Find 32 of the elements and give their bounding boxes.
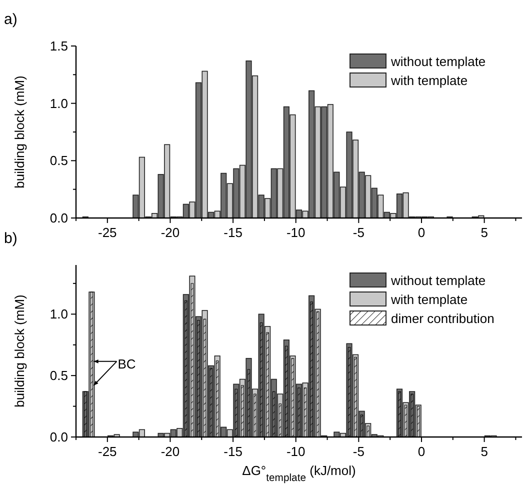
y-tick-label: 1.5 — [50, 38, 68, 54]
annotation: BC — [118, 356, 136, 372]
x-tick-label: -25 — [98, 444, 117, 459]
x-tick-label: -25 — [98, 225, 117, 240]
y-tick-label: 0.5 — [50, 368, 68, 384]
legend-label: with template — [390, 292, 468, 307]
y-axis-title: building block (mM) — [12, 76, 27, 188]
x-tick-label: 0 — [418, 225, 426, 240]
x-axis-title: ΔG°$_{template}$ (kJ/mol) — [242, 463, 356, 484]
y-tick-label: 0.5 — [50, 153, 68, 168]
x-tick-label: -5 — [352, 444, 364, 459]
x-tick-label: -20 — [160, 225, 180, 240]
y-tick-label: 1.0 — [50, 96, 68, 111]
x-tick-label: -10 — [286, 225, 306, 240]
legend-label: with template — [390, 73, 468, 88]
chart-title: b) — [4, 230, 18, 247]
x-tick-label: -15 — [224, 444, 242, 459]
x-tick-label: -20 — [160, 444, 180, 459]
y-tick-label: 0.0 — [50, 430, 68, 444]
y-axis-title: building block (mM) — [12, 294, 27, 408]
x-tick-label: 5 — [480, 444, 488, 459]
x-tick-label: -15 — [224, 225, 242, 240]
x-tick-label: -10 — [286, 444, 306, 459]
y-tick-label: 0.0 — [50, 210, 68, 226]
x-tick-label: 5 — [480, 225, 488, 240]
x-tick-label: 0 — [418, 444, 426, 459]
legend-label: dimer contribution — [391, 311, 494, 326]
chart-title: a) — [4, 11, 18, 28]
legend-label: without template — [390, 273, 486, 288]
y-tick-label: 1.0 — [50, 306, 68, 322]
legend-label: without template — [390, 54, 486, 69]
x-tick-label: -5 — [352, 225, 364, 240]
